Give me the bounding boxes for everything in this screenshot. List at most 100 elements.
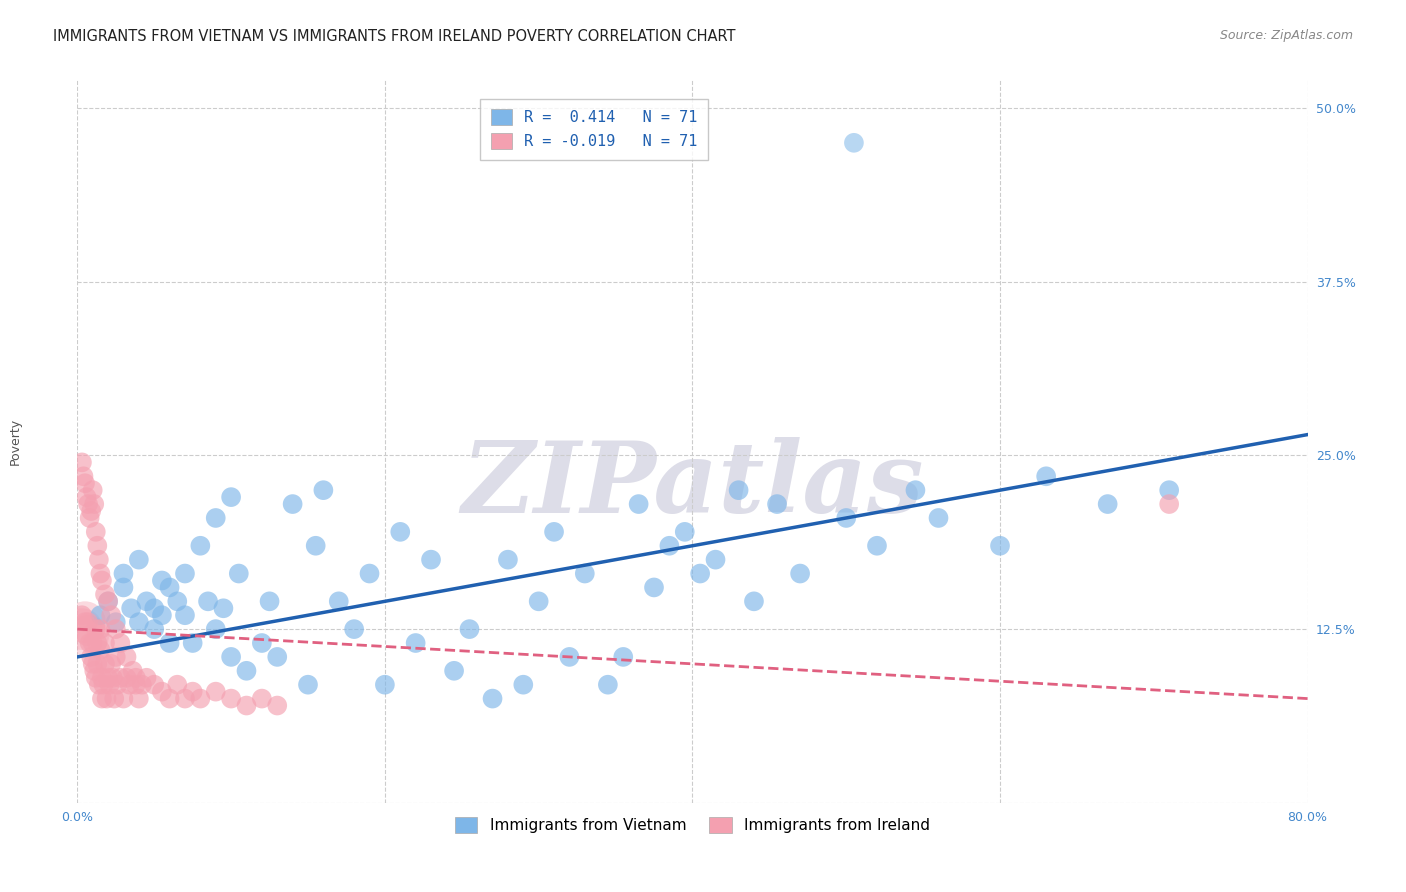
Point — [82, 657, 104, 671]
Point — [689, 566, 711, 581]
Point — [103, 691, 125, 706]
Point — [374, 678, 396, 692]
Point — [643, 581, 665, 595]
Point — [112, 566, 135, 581]
Point — [83, 497, 105, 511]
Point — [143, 601, 166, 615]
Point — [405, 636, 427, 650]
Point — [496, 552, 519, 566]
Point — [174, 691, 197, 706]
Point — [835, 511, 858, 525]
Point — [100, 608, 122, 623]
Point — [104, 615, 127, 630]
Point — [86, 657, 108, 671]
Point — [150, 608, 173, 623]
Point — [79, 511, 101, 525]
Point — [219, 691, 242, 706]
Point — [115, 671, 138, 685]
Point — [79, 636, 101, 650]
Point — [104, 649, 127, 664]
Point — [120, 601, 142, 615]
Point — [1159, 483, 1181, 498]
Point — [101, 671, 124, 685]
Point — [420, 552, 443, 566]
Point — [543, 524, 565, 539]
Point — [86, 539, 108, 553]
Point — [658, 539, 681, 553]
Point — [297, 678, 319, 692]
Point — [1159, 497, 1181, 511]
Point — [181, 636, 204, 650]
Point — [159, 581, 181, 595]
Point — [110, 671, 132, 685]
Point — [97, 594, 120, 608]
Point — [89, 608, 111, 623]
Point — [235, 664, 257, 678]
Point — [343, 622, 366, 636]
Point — [389, 524, 412, 539]
Point — [76, 490, 98, 504]
Point — [219, 490, 242, 504]
Point — [135, 594, 157, 608]
Point — [73, 476, 96, 491]
Point — [512, 678, 534, 692]
Point — [312, 483, 335, 498]
Point — [125, 678, 148, 692]
Y-axis label: Poverty: Poverty — [8, 418, 21, 465]
Point — [181, 684, 204, 698]
Point — [704, 552, 727, 566]
Point — [219, 649, 242, 664]
Point — [281, 497, 304, 511]
Point — [266, 698, 288, 713]
Point — [481, 691, 503, 706]
Point — [76, 629, 98, 643]
Point — [112, 691, 135, 706]
Point — [97, 671, 120, 685]
Point — [105, 678, 128, 692]
Point — [359, 566, 381, 581]
Point — [1097, 497, 1119, 511]
Point — [328, 594, 350, 608]
Point — [988, 539, 1011, 553]
Point — [70, 622, 93, 636]
Point — [259, 594, 281, 608]
Point — [174, 566, 197, 581]
Point — [150, 684, 173, 698]
Point — [159, 691, 181, 706]
Point — [77, 497, 100, 511]
Point — [166, 594, 188, 608]
Point — [250, 691, 273, 706]
Point — [188, 691, 212, 706]
Point — [94, 657, 117, 671]
Point — [228, 566, 250, 581]
Point — [73, 615, 96, 630]
Point — [443, 664, 465, 678]
Text: ZIPatlas: ZIPatlas — [461, 437, 924, 533]
Point — [866, 539, 889, 553]
Point — [131, 678, 153, 692]
Point — [84, 671, 107, 685]
Point — [84, 622, 107, 636]
Point — [143, 622, 166, 636]
Point — [135, 671, 157, 685]
Point — [574, 566, 596, 581]
Point — [143, 678, 166, 692]
Point — [766, 497, 789, 511]
Point — [77, 615, 100, 630]
Point — [197, 594, 219, 608]
Point — [235, 698, 257, 713]
Point — [90, 574, 114, 588]
Point — [458, 622, 481, 636]
Point — [204, 511, 226, 525]
Point — [87, 552, 110, 566]
Point — [904, 483, 927, 498]
Point — [204, 684, 226, 698]
Point — [558, 649, 581, 664]
Point — [96, 691, 118, 706]
Point — [89, 643, 111, 657]
Point — [166, 678, 188, 692]
Point — [80, 649, 103, 664]
Text: Source: ZipAtlas.com: Source: ZipAtlas.com — [1219, 29, 1353, 42]
Point — [80, 504, 103, 518]
Point — [89, 566, 111, 581]
